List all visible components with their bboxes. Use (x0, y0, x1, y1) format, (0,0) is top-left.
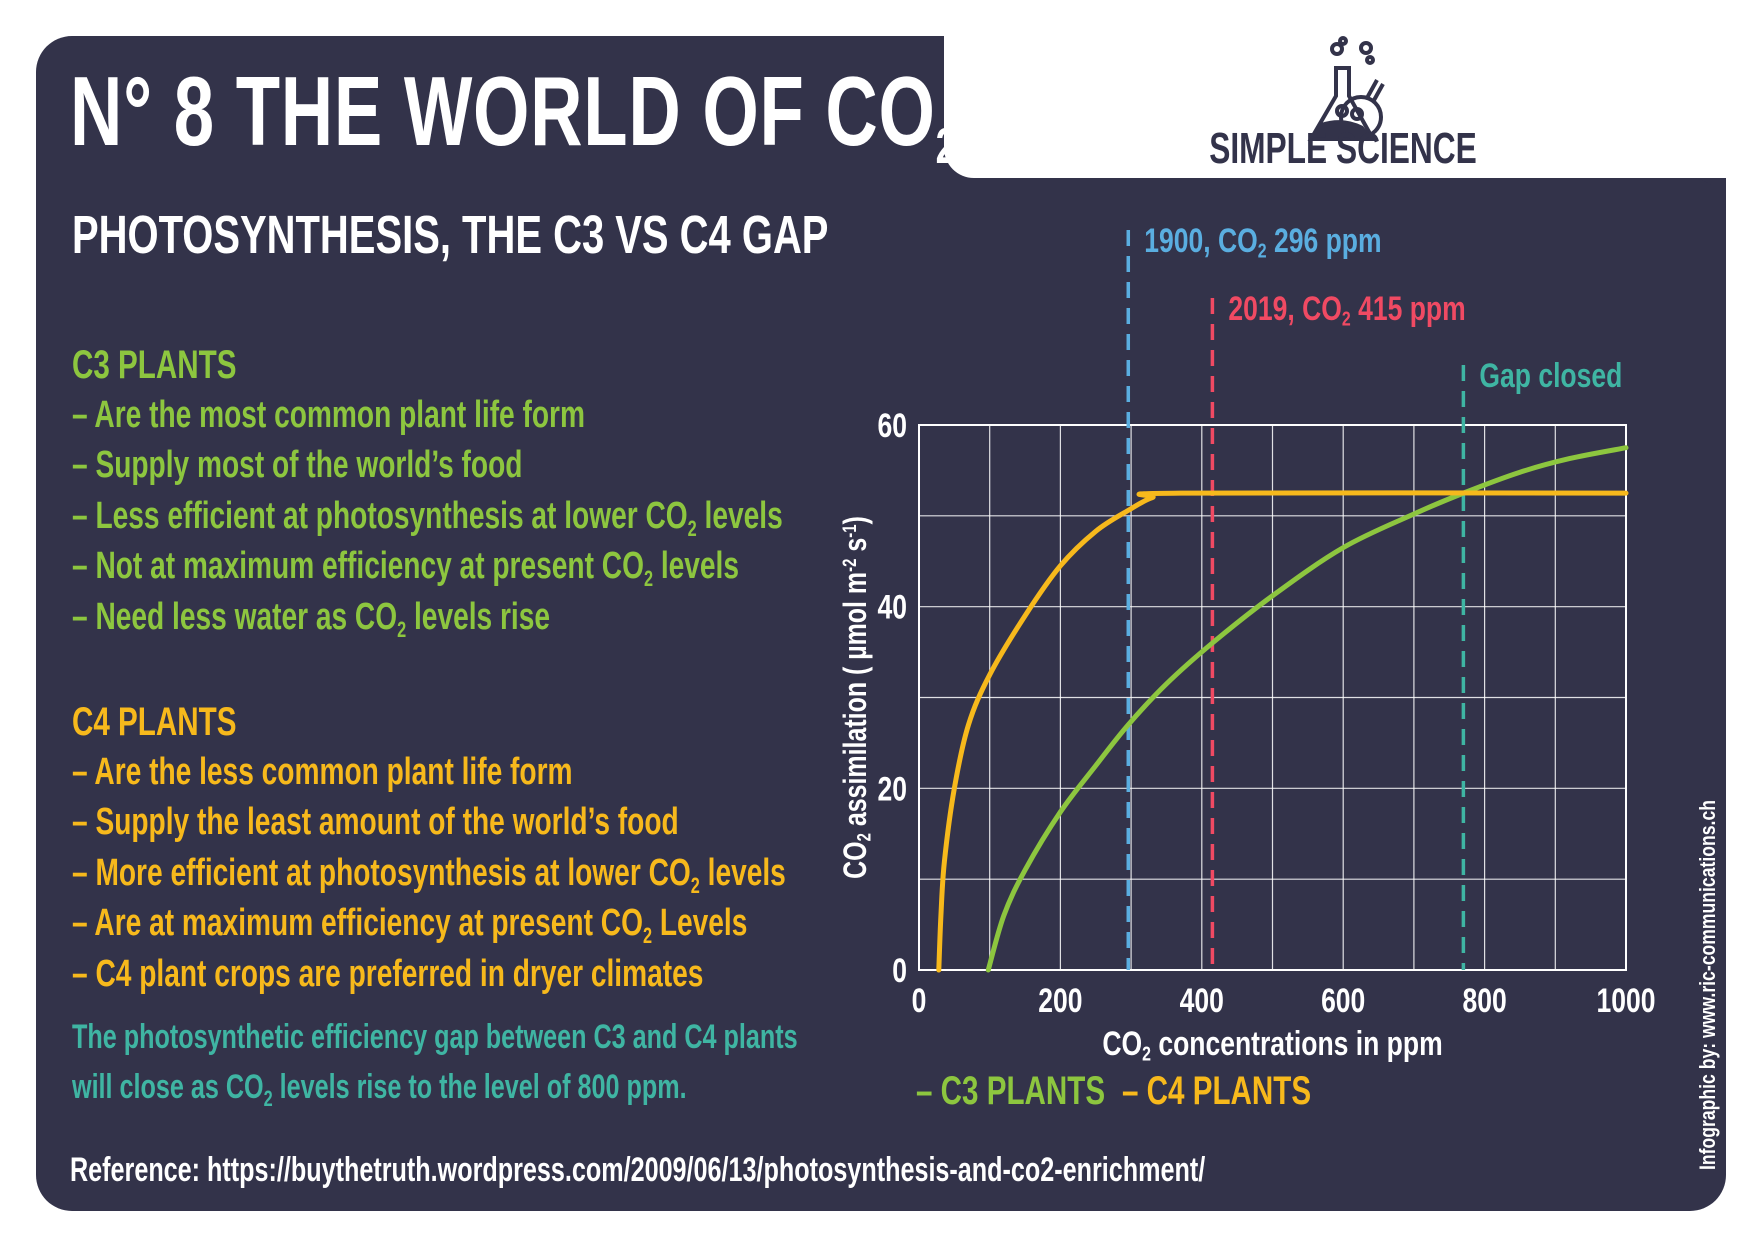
series-line-c4-plants (936, 490, 1629, 973)
annotation-label: 2019, CO2 415 ppm (1228, 290, 1465, 330)
page-subtitle: PHOTOSYNTHESIS, THE C3 VS C4 GAP (72, 205, 829, 265)
x-tick-label: 200 (1038, 982, 1082, 1020)
gap-note-line: The photosynthetic efficiency gap betwee… (72, 1020, 798, 1054)
y-tick-label: 40 (877, 589, 907, 627)
text-post: levels (653, 545, 740, 587)
text-pre: – Need less water as CO (72, 595, 398, 638)
y-tick-label: 20 (877, 770, 907, 808)
label-sub: 2 (853, 833, 875, 841)
label-sub: 2 (1258, 238, 1267, 261)
c4-list-item: – Supply the least amount of the world’s… (72, 803, 679, 841)
text-pre: will close as CO (72, 1068, 264, 1106)
annotation-label: Gap closed (1479, 357, 1622, 395)
label-pre: 2019, CO (1228, 290, 1341, 328)
x-tick-label: 0 (912, 982, 927, 1020)
text-sub: 2 (397, 616, 407, 642)
annotation-label: 1900, CO2 296 ppm (1144, 222, 1381, 262)
label-pre: CO (838, 841, 874, 878)
label-pre: 1900, CO (1144, 222, 1257, 260)
label-pre: CO (1102, 1025, 1142, 1063)
label-sup1: -2 (838, 559, 860, 572)
c3-list-item: – Supply most of the world’s food (72, 446, 522, 484)
c3-heading: C3 PLANTS (72, 343, 237, 387)
text-pre: – Not at maximum efficiency at present C… (72, 545, 644, 587)
text-pre: – Are at maximum efficiency at present C… (72, 902, 643, 944)
label-sub: 2 (1142, 1041, 1151, 1064)
c3-list-item: – Less efficient at photosynthesis at lo… (72, 497, 783, 540)
text-pre: – Are the less common plant life form (72, 750, 573, 793)
y-axis-label: CO2 assimilation ( µmol m-2 s-1) (838, 516, 875, 879)
y-tick-label: 0 (892, 952, 907, 990)
c3-list-item: – Are the most common plant life form (72, 396, 585, 434)
label-post: assimilation ( µmol m (838, 572, 874, 833)
text-post: levels rise (406, 595, 551, 638)
reference-link[interactable]: Reference: https://buythetruth.wordpress… (70, 1151, 1206, 1189)
x-tick-label: 400 (1180, 982, 1224, 1020)
title-text: N° 8 THE WORLD OF CO (70, 56, 936, 166)
c4-list-item: – C4 plant crops are preferred in dryer … (72, 955, 703, 993)
label-post: concentrations in ppm (1151, 1025, 1443, 1063)
text-sub: 2 (687, 515, 697, 541)
legend-item: – C4 PLANTS (1122, 1069, 1311, 1113)
legend-item: – C3 PLANTS (916, 1069, 1105, 1113)
text-pre: – C4 plant crops are preferred in dryer … (72, 952, 704, 995)
panel-corner (920, 36, 944, 60)
label-mid: s (838, 538, 874, 559)
label-post: 296 ppm (1267, 222, 1382, 260)
text-post: levels rise to the level of 800 ppm. (272, 1068, 687, 1106)
text-post: Levels (652, 902, 748, 944)
text-pre: – Less efficient at photosynthesis at lo… (72, 494, 688, 537)
c4-heading: C4 PLANTS (72, 700, 237, 744)
x-tick-label: 800 (1462, 982, 1506, 1020)
text-sub: 2 (263, 1086, 273, 1111)
label-sub: 2 (1342, 306, 1351, 329)
series-line-c3-plants (985, 445, 1629, 973)
label-sup2: -1 (838, 524, 860, 538)
c3-list-item: – Not at maximum efficiency at present C… (72, 547, 739, 590)
text-sub: 2 (642, 923, 653, 948)
y-tick-label: 60 (877, 407, 907, 445)
x-axis-label: CO2 concentrations in ppm (1102, 1025, 1442, 1065)
plot-frame (918, 424, 1627, 971)
text-sub: 2 (643, 566, 654, 591)
title-subscript: 2 (935, 118, 957, 174)
c4-list-item: – Are at maximum efficiency at present C… (72, 904, 747, 947)
text-post: levels (699, 851, 786, 894)
text-pre: – More efficient at photosynthesis at lo… (72, 851, 691, 894)
text-pre: The photosynthetic efficiency gap betwee… (72, 1018, 798, 1056)
x-tick-label: 600 (1321, 982, 1365, 1020)
text-post: levels (696, 494, 783, 537)
text-pre: – Supply the least amount of the world’s… (72, 801, 679, 843)
x-tick-label: 1000 (1597, 982, 1656, 1020)
label-pre: Gap closed (1479, 357, 1622, 395)
infographic-panel (36, 36, 1726, 1211)
c3-list-item: – Need less water as CO2 levels rise (72, 598, 550, 641)
text-pre: – Are the most common plant life form (72, 393, 586, 436)
logo-text: SIMPLE SCIENCE (1209, 124, 1477, 173)
text-sub: 2 (690, 872, 700, 898)
c4-list-item: – Are the less common plant life form (72, 753, 573, 791)
label-end: ) (838, 516, 874, 524)
page-title: N° 8 THE WORLD OF CO2 (70, 62, 957, 171)
gap-note-line: will close as CO2 levels rise to the lev… (72, 1070, 687, 1110)
c4-list-item: – More efficient at photosynthesis at lo… (72, 854, 786, 897)
text-pre: – Supply most of the world’s food (72, 444, 523, 486)
label-post: 415 ppm (1351, 290, 1466, 328)
lab-flasks-icon (1307, 36, 1385, 141)
